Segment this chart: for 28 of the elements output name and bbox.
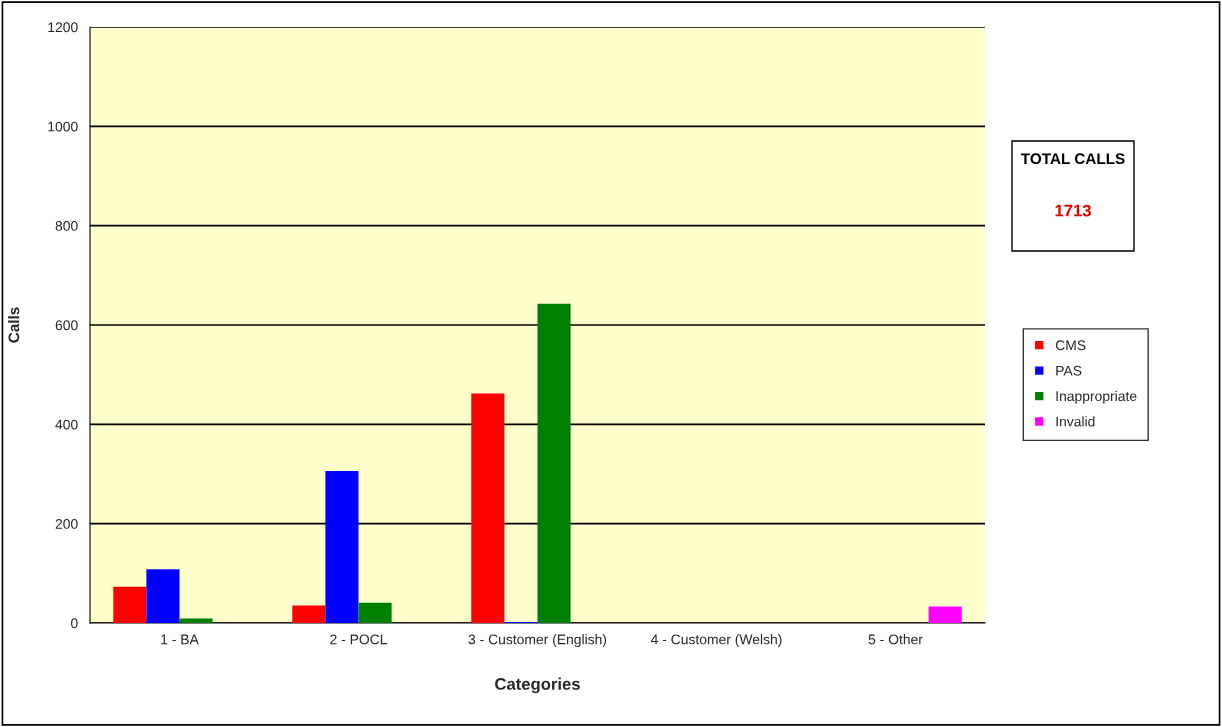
legend-label: Invalid xyxy=(1056,416,1095,427)
x-tick-label: 5 - Other xyxy=(868,634,923,645)
bar xyxy=(928,606,962,623)
text: 1713 xyxy=(1055,204,1091,217)
y-tick-label: 200 xyxy=(55,519,78,529)
bar xyxy=(325,471,359,623)
bar xyxy=(292,605,326,623)
bar xyxy=(358,602,392,623)
y-tick-label: 1200 xyxy=(48,22,78,33)
y-axis-title: Calls xyxy=(8,307,20,343)
x-axis-title: Categories xyxy=(495,677,580,694)
y-tick-label: 1000 xyxy=(48,121,78,132)
legend-label: CMS xyxy=(1055,340,1086,351)
y-tick-label: 0 xyxy=(71,618,78,629)
x-tick-label: 4 - Customer (Welsh) xyxy=(650,634,782,648)
bar xyxy=(146,569,180,623)
y-tick-label: 400 xyxy=(55,419,78,430)
text: TOTAL CALLS xyxy=(1020,153,1125,165)
bar xyxy=(113,586,147,623)
bar xyxy=(537,303,571,623)
legend-label: Inappropriate xyxy=(1056,390,1137,404)
bar xyxy=(471,393,505,623)
x-tick-label: 2 - POCL xyxy=(330,634,387,645)
y-tick-label: 800 xyxy=(55,221,78,231)
x-tick-label: 3 - Customer (English) xyxy=(468,634,607,648)
y-tick-label: 600 xyxy=(55,320,78,331)
x-tick-label: 1 - BA xyxy=(161,634,199,645)
legend-label: PAS xyxy=(1056,365,1082,376)
